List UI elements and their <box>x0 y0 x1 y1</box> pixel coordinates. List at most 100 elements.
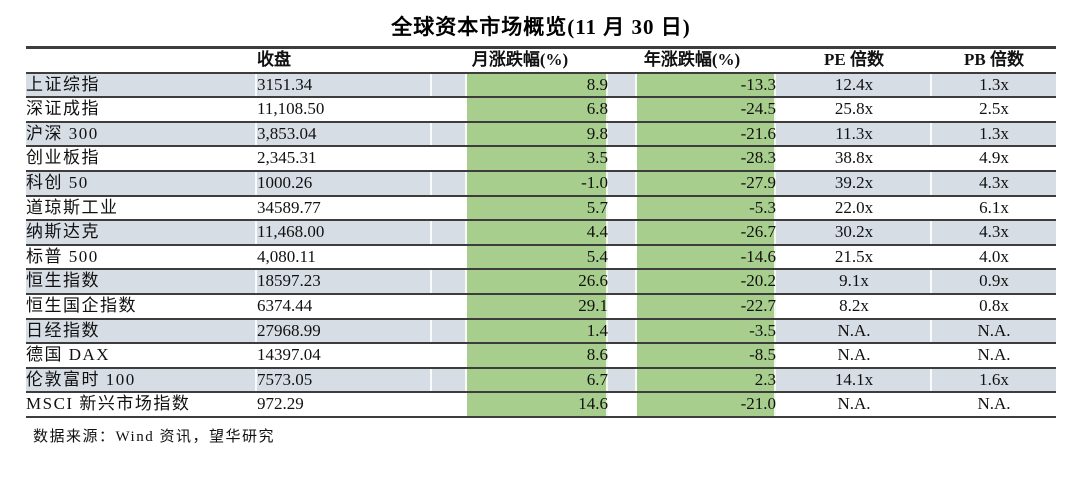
yearly-change-cell: -8.5 <box>637 343 777 368</box>
table-row: 上证综指 3151.34 8.9 -13.3 12.4x 1.3x <box>26 72 1057 98</box>
yearly-change-cell: -13.3 <box>637 72 777 98</box>
pe-cell: 21.5x <box>776 244 933 270</box>
close-value-cell: 972.29 <box>257 392 432 417</box>
spacer-cell <box>608 293 638 319</box>
spacer-cell <box>432 318 467 344</box>
yearly-change-cell: -22.7 <box>637 293 777 319</box>
data-source-note: 数据来源：Wind 资讯，望华研究 <box>33 428 275 445</box>
pb-cell: 0.9x <box>932 269 1057 294</box>
spacer-cell <box>608 318 638 344</box>
page-title: 全球资本市场概览(11 月 30 日) <box>391 15 691 39</box>
table-row: 科创 50 1000.26 -1.0 -27.9 39.2x 4.3x <box>26 170 1057 196</box>
table-row: MSCI 新兴市场指数 972.29 14.6 -21.0 N.A. N.A. <box>26 392 1057 417</box>
pe-cell: N.A. <box>776 392 933 417</box>
pe-cell: 14.1x <box>776 367 933 393</box>
spacer-cell <box>608 72 638 98</box>
spacer-cell <box>432 244 467 270</box>
table-row: 日经指数 27968.99 1.4 -3.5 N.A. N.A. <box>26 318 1057 344</box>
table-row: 道琼斯工业 34589.77 5.7 -5.3 22.0x 6.1x <box>26 195 1057 221</box>
table-row: 沪深 300 3,853.04 9.8 -21.6 11.3x 1.3x <box>26 121 1057 147</box>
monthly-change-cell: -1.0 <box>467 170 609 196</box>
index-name-cell: 恒生指数 <box>26 269 257 294</box>
spacer-cell <box>432 146 467 171</box>
index-name-cell: 深证成指 <box>26 97 257 122</box>
pb-cell: 6.1x <box>932 195 1057 221</box>
monthly-change-cell: 29.1 <box>467 293 609 319</box>
spacer-cell <box>608 367 638 393</box>
market-overview-table: 收盘 月涨跌幅(%) 年涨跌幅(%) PE 倍数 PB 倍数 上证综指 3151… <box>26 46 1057 418</box>
index-name-cell: 德国 DAX <box>26 343 257 368</box>
table-row: 创业板指 2,345.31 3.5 -28.3 38.8x 4.9x <box>26 146 1057 171</box>
pb-cell: 1.3x <box>932 121 1057 147</box>
close-value-cell: 14397.04 <box>257 343 432 368</box>
header-pb: PB 倍数 <box>932 47 1057 73</box>
pe-cell: 38.8x <box>776 146 933 171</box>
close-value-cell: 2,345.31 <box>257 146 432 171</box>
header-index-name <box>26 47 257 73</box>
pe-cell: N.A. <box>776 343 933 368</box>
pb-cell: 0.8x <box>932 293 1057 319</box>
pb-cell: 4.0x <box>932 244 1057 270</box>
index-name-cell: 恒生国企指数 <box>26 293 257 319</box>
monthly-change-cell: 8.6 <box>467 343 609 368</box>
spacer-cell <box>432 195 467 221</box>
index-name-cell: 日经指数 <box>26 318 257 344</box>
monthly-change-cell: 5.7 <box>467 195 609 221</box>
pe-cell: 12.4x <box>776 72 933 98</box>
header-yearly-change: 年涨跌幅(%) <box>608 47 777 73</box>
index-name-cell: 道琼斯工业 <box>26 195 257 221</box>
pe-cell: 9.1x <box>776 269 933 294</box>
table-row: 标普 500 4,080.11 5.4 -14.6 21.5x 4.0x <box>26 244 1057 270</box>
table-row: 深证成指 11,108.50 6.8 -24.5 25.8x 2.5x <box>26 97 1057 122</box>
close-value-cell: 4,080.11 <box>257 244 432 270</box>
yearly-change-cell: -26.7 <box>637 220 777 245</box>
spacer-cell <box>432 293 467 319</box>
yearly-change-cell: -21.0 <box>637 392 777 417</box>
spacer-cell <box>432 170 467 196</box>
monthly-change-cell: 4.4 <box>467 220 609 245</box>
close-value-cell: 3,853.04 <box>257 121 432 147</box>
table-row: 纳斯达克 11,468.00 4.4 -26.7 30.2x 4.3x <box>26 220 1057 245</box>
pb-cell: 2.5x <box>932 97 1057 122</box>
spacer-cell <box>608 146 638 171</box>
pe-cell: 22.0x <box>776 195 933 221</box>
monthly-change-cell: 3.5 <box>467 146 609 171</box>
table-row: 恒生国企指数 6374.44 29.1 -22.7 8.2x 0.8x <box>26 293 1057 319</box>
header-close: 收盘 <box>257 47 432 73</box>
pb-cell: 4.3x <box>932 220 1057 245</box>
close-value-cell: 11,468.00 <box>257 220 432 245</box>
index-name-cell: 科创 50 <box>26 170 257 196</box>
index-name-cell: 沪深 300 <box>26 121 257 147</box>
monthly-change-cell: 6.8 <box>467 97 609 122</box>
yearly-change-cell: -14.6 <box>637 244 777 270</box>
monthly-change-cell: 14.6 <box>467 392 609 417</box>
header-row: 收盘 月涨跌幅(%) 年涨跌幅(%) PE 倍数 PB 倍数 <box>26 47 1057 73</box>
monthly-change-cell: 5.4 <box>467 244 609 270</box>
yearly-change-cell: -21.6 <box>637 121 777 147</box>
yearly-change-cell: -20.2 <box>637 269 777 294</box>
spacer-cell <box>608 97 638 122</box>
pb-cell: 4.9x <box>932 146 1057 171</box>
spacer-cell <box>608 343 638 368</box>
index-name-cell: 纳斯达克 <box>26 220 257 245</box>
spacer-cell <box>608 220 638 245</box>
spacer-cell <box>432 97 467 122</box>
close-value-cell: 27968.99 <box>257 318 432 344</box>
pb-cell: 4.3x <box>932 170 1057 196</box>
pe-cell: 8.2x <box>776 293 933 319</box>
pe-cell: 25.8x <box>776 97 933 122</box>
monthly-change-cell: 26.6 <box>467 269 609 294</box>
header-pe: PE 倍数 <box>776 47 933 73</box>
monthly-change-cell: 1.4 <box>467 318 609 344</box>
spacer-cell <box>608 121 638 147</box>
pb-cell: 1.6x <box>932 367 1057 393</box>
close-value-cell: 1000.26 <box>257 170 432 196</box>
pb-cell: N.A. <box>932 343 1057 368</box>
pb-cell: N.A. <box>932 392 1057 417</box>
spacer-cell <box>432 367 467 393</box>
close-value-cell: 18597.23 <box>257 269 432 294</box>
spacer-cell <box>608 392 638 417</box>
close-value-cell: 3151.34 <box>257 72 432 98</box>
close-value-cell: 11,108.50 <box>257 97 432 122</box>
index-name-cell: 伦敦富时 100 <box>26 367 257 393</box>
